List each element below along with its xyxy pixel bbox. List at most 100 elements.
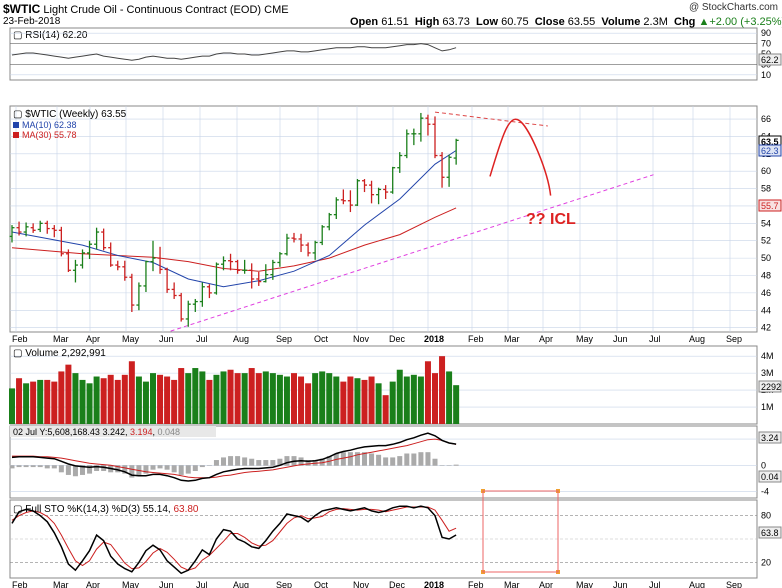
last-price-value: 63.5 xyxy=(761,137,779,147)
volume-bar xyxy=(121,374,128,424)
volume-tick-label: 4M xyxy=(761,351,774,361)
macd-hist-bar xyxy=(256,460,262,466)
x-tick-label: Sep xyxy=(276,334,292,344)
volume-bar xyxy=(213,374,220,424)
x-axis-labels: Feb Mar Apr May Jun Jul Aug Sep Oct Nov Dec 2018 Feb… xyxy=(12,334,742,344)
symbol: $WTIC xyxy=(3,2,41,16)
x-tick-label-bottom: Jul xyxy=(196,580,208,588)
x-tick-label: Apr xyxy=(86,334,100,344)
instrument-name: Light Crude Oil - Continuous Contract (E… xyxy=(43,4,262,16)
ohlc-bar xyxy=(418,112,424,142)
x-tick-label-bottom: Sep xyxy=(726,580,742,588)
price-tick-label: 58 xyxy=(761,184,771,194)
projection-curve xyxy=(489,118,552,196)
price-title: ▢ $WTIC (Weekly) 63.55 xyxy=(13,109,127,120)
ohlc-bar xyxy=(369,180,375,204)
macd-hist-bar xyxy=(171,465,177,473)
ohlc-bar xyxy=(206,284,212,299)
ohlc-bar xyxy=(411,128,417,146)
volume-bar xyxy=(185,373,192,424)
volume-panel: 4M3M2M1M ▢ Volume 2,292,991 2292 xyxy=(9,345,782,425)
ohlc-bar xyxy=(94,227,100,250)
x-tick-label-bottom: Feb xyxy=(12,580,28,588)
ohlc-bar xyxy=(72,259,78,283)
volume-bar xyxy=(382,395,389,424)
macd-hist-bar xyxy=(446,465,452,466)
ohlc-bar xyxy=(58,226,64,257)
x-tick-label-bottom: May xyxy=(122,580,140,588)
ohlc-bar xyxy=(164,267,170,293)
ohlc-bar xyxy=(171,282,177,299)
ohlc-bar xyxy=(9,225,15,243)
ma30-label: MA(30) 55.78 xyxy=(22,130,77,140)
ma30-line xyxy=(11,207,457,272)
volume-bar xyxy=(389,381,396,424)
volume-bar xyxy=(417,376,424,424)
price-tick-label: 48 xyxy=(761,271,771,281)
ohlc-bar xyxy=(192,298,198,313)
x-tick-label: Jul xyxy=(649,334,661,344)
price-tick-label: 54 xyxy=(761,218,771,228)
macd-hist-bar xyxy=(115,465,121,473)
macd-hist-bar xyxy=(157,465,163,469)
ohlc-bar xyxy=(242,259,248,274)
x-tick-label: Nov xyxy=(353,334,370,344)
volume-bar xyxy=(424,361,431,424)
macd-histogram xyxy=(9,452,459,478)
price-tick-label: 44 xyxy=(761,305,771,315)
volume-bar xyxy=(298,376,305,424)
sto-axis: 80 20 xyxy=(10,489,771,574)
ohlc-bar xyxy=(44,220,50,234)
ohlc-bar xyxy=(157,246,163,274)
change-value: ▲+2.00 (+3.25%) xyxy=(698,16,782,28)
x-tick-label: Jun xyxy=(613,334,628,344)
x-tick-label: 2018 xyxy=(424,334,444,344)
x-tick-label-bottom: Aug xyxy=(233,580,249,588)
x-tick-label-bottom: Mar xyxy=(504,580,520,588)
x-tick-label-bottom: Mar xyxy=(53,580,69,588)
macd-hist-last-badge xyxy=(758,470,782,483)
ma30-last-badge xyxy=(758,199,782,212)
ohlc-bar xyxy=(150,240,156,272)
up-arrow-icon: ▲ xyxy=(698,16,710,28)
volume-bar xyxy=(30,381,37,424)
macd-hist-bar xyxy=(284,456,290,466)
ohlc-bar xyxy=(362,179,367,193)
volume-bar xyxy=(347,376,354,424)
price-icon: ▢ xyxy=(13,109,25,120)
sto-icon: ▢ xyxy=(13,504,25,515)
x-tick-label: Feb xyxy=(12,334,28,344)
x-tick-label: Aug xyxy=(233,334,249,344)
volume-icon: ▢ xyxy=(13,348,25,359)
x-tick-label: Sep xyxy=(726,334,742,344)
macd-hist-bar xyxy=(242,457,248,466)
volume-bar xyxy=(150,373,156,424)
volume-bar xyxy=(107,374,114,424)
volume-bar xyxy=(206,379,213,424)
ohlc-bar xyxy=(178,292,184,322)
ohlc-bar xyxy=(333,197,339,219)
ohlc-bar xyxy=(390,166,396,194)
x-tick-label-bottom: 2018 xyxy=(424,580,444,588)
ohlc-bar xyxy=(65,249,71,273)
volume-bar xyxy=(65,364,72,424)
volume-bar xyxy=(453,385,460,424)
volume-bar xyxy=(262,371,269,424)
volume-bar xyxy=(319,371,326,424)
rsi-label: ▢ RSI(14) 62.20 xyxy=(13,30,88,41)
macd-hist-bar xyxy=(178,465,184,475)
volume-bar xyxy=(100,378,107,424)
ohlc-bar xyxy=(305,242,311,257)
price-tick-label: 42 xyxy=(761,323,771,333)
rsi-panel: ▢ RSI(14) 62.20 9070503010 62.2 xyxy=(9,27,782,81)
macd-hist-bar xyxy=(23,465,29,468)
title-line: $WTIC Light Crude Oil - Continuous Contr… xyxy=(3,2,289,16)
rsi-tick-label: 70 xyxy=(761,39,771,49)
macd-hist-bar xyxy=(9,465,15,469)
ohlc-bar xyxy=(404,129,410,159)
macd-hist-bar xyxy=(404,453,410,466)
ohlc-bar xyxy=(16,221,22,236)
macd-hist-bar xyxy=(418,452,424,466)
ohlc-bar xyxy=(312,240,318,260)
